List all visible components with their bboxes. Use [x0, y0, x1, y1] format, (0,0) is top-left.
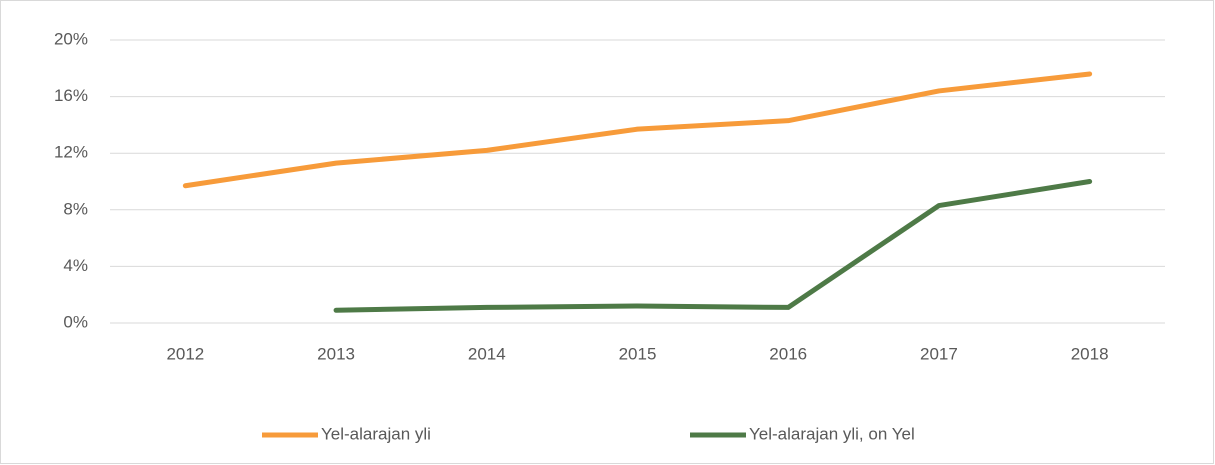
legend-label: Yel-alarajan yli, on Yel [749, 424, 915, 443]
y-tick-label: 8% [63, 199, 88, 218]
x-tick-label: 2012 [166, 344, 204, 363]
y-tick-label: 4% [63, 256, 88, 275]
x-tick-label: 2016 [769, 344, 807, 363]
x-tick-label: 2018 [1071, 344, 1109, 363]
series-line [333, 179, 1093, 313]
y-tick-label: 12% [54, 143, 88, 162]
series-line [182, 71, 1093, 189]
legend-label: Yel-alarajan yli [321, 424, 431, 443]
x-tick-label: 2015 [619, 344, 657, 363]
x-tick-label: 2014 [468, 344, 506, 363]
y-tick-label: 20% [54, 29, 88, 48]
x-tick-label: 2013 [317, 344, 355, 363]
y-tick-label: 16% [54, 86, 88, 105]
x-tick-label: 2017 [920, 344, 958, 363]
y-tick-label: 0% [63, 312, 88, 331]
